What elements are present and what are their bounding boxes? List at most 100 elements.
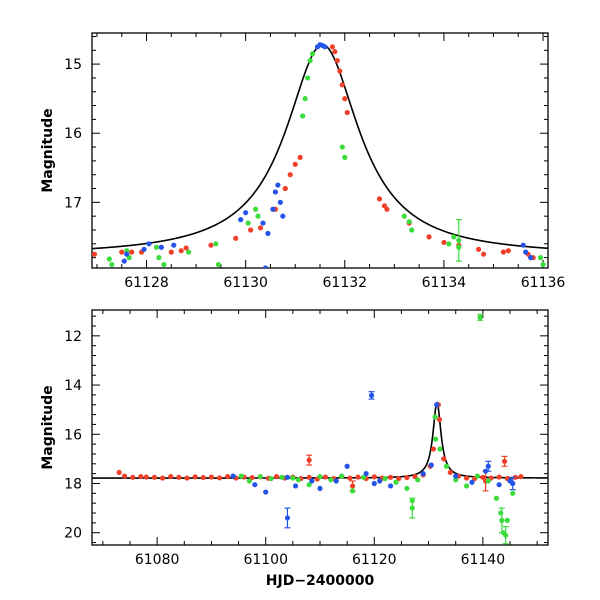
red-point [168, 473, 174, 480]
red-point [355, 474, 361, 480]
red-point [225, 473, 231, 480]
green-point [493, 495, 500, 501]
green-point [300, 113, 306, 119]
green-point [437, 446, 443, 452]
y-axis-label: Magnitude [40, 108, 56, 192]
green-point [245, 220, 251, 226]
green-point [302, 96, 308, 102]
green-point [307, 58, 313, 64]
red-point [329, 44, 335, 50]
red-point [282, 185, 288, 192]
x-tick-label: 61130 [223, 275, 268, 291]
green-point [290, 475, 296, 481]
red-point [376, 196, 383, 202]
x-axis-label: HJD−2400000 [266, 573, 375, 589]
red-point [436, 416, 443, 423]
green-point [401, 213, 407, 219]
x-tick-label: 61080 [135, 552, 180, 568]
model-curve [92, 43, 548, 250]
green-point [213, 241, 219, 247]
red-point [339, 82, 345, 88]
bottom-panel-full-lightcurve: 61080 61100 61120 61140 12 14 16 18 20 Magnitude H… [40, 309, 549, 589]
green-point [409, 505, 415, 511]
blue-point [292, 483, 299, 489]
green-point [409, 227, 415, 233]
red-point [441, 456, 447, 462]
green-point [498, 510, 504, 516]
green-point [109, 261, 115, 268]
green-point [279, 474, 285, 480]
green-point [540, 261, 546, 268]
blue-point [528, 255, 534, 261]
green-point [415, 477, 421, 483]
blue-point [523, 249, 529, 255]
blue-point [387, 483, 394, 489]
y-axis-label: Magnitude [40, 385, 56, 469]
blue-point [309, 478, 315, 484]
blue-point [171, 242, 177, 248]
green-point [463, 483, 470, 489]
blue-point [277, 199, 283, 205]
blue-point [420, 471, 426, 477]
plot-frame [91, 32, 549, 269]
blue-point [482, 468, 489, 474]
green-point [453, 477, 459, 483]
red-point [344, 109, 350, 116]
red-point [426, 234, 432, 240]
red-point [192, 474, 198, 480]
green-point [404, 485, 410, 492]
x-tick-label: 61128 [124, 275, 169, 291]
red-point [347, 475, 353, 481]
green-point [317, 473, 323, 480]
blue-point [317, 485, 323, 492]
blue-point [485, 463, 491, 469]
top-panel-zoomed-lightcurve: 61128 61130 61132 61134 61136 15 16 17 Magnitude [40, 32, 565, 291]
blue-point [507, 478, 513, 484]
green-point [255, 213, 261, 219]
blue-point [333, 478, 339, 484]
red-point [216, 475, 223, 481]
green-point [156, 255, 162, 261]
y-tick-label: 14 [64, 378, 82, 394]
green-point [477, 314, 483, 320]
blue-point [252, 482, 258, 488]
red-point [322, 474, 329, 480]
blue-point [363, 471, 369, 477]
red-point [208, 474, 215, 480]
blue-point [260, 220, 266, 226]
blue-point [322, 44, 328, 50]
blue-point [263, 489, 269, 495]
green-point [433, 436, 439, 442]
red-point [496, 474, 502, 480]
blue-point [121, 258, 127, 264]
blue-point [243, 210, 249, 216]
green-point [306, 482, 312, 488]
y-tick-label: 12 [64, 329, 82, 345]
green-point [215, 261, 221, 268]
red-point [168, 249, 174, 255]
x-tick-label: 61100 [243, 552, 288, 568]
green-point [246, 478, 253, 484]
green-point [360, 474, 367, 480]
blue-point [428, 462, 434, 468]
red-point [184, 475, 190, 481]
blue-point [280, 213, 286, 219]
red-point [121, 473, 128, 479]
red-point [476, 246, 482, 252]
blue-point [434, 402, 440, 408]
red-point [200, 474, 206, 481]
blue-point [270, 206, 276, 212]
green-point [257, 473, 263, 480]
blue-point [265, 230, 271, 237]
blue-point [344, 463, 350, 469]
y-tick-label: 17 [64, 195, 82, 211]
green-point [252, 206, 259, 212]
red-point [306, 457, 312, 463]
green-point [485, 478, 491, 484]
green-point [339, 144, 345, 150]
green-point [382, 475, 388, 482]
green-point [342, 154, 348, 161]
blue-point [377, 478, 383, 484]
red-point [248, 227, 254, 233]
green-point [499, 517, 505, 523]
